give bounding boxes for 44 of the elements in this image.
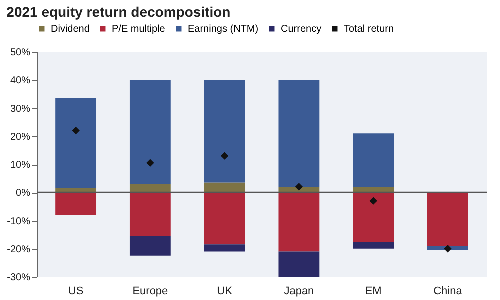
chart-title: 2021 equity return decomposition bbox=[6, 4, 231, 20]
bar bbox=[130, 192, 171, 236]
legend-label: Total return bbox=[344, 24, 394, 35]
bar bbox=[353, 192, 394, 242]
bar bbox=[130, 184, 171, 193]
x-tick-label: EM bbox=[365, 286, 382, 298]
y-tick-label: -10% bbox=[7, 216, 31, 228]
y-tick-label: 20% bbox=[10, 132, 31, 143]
point bbox=[444, 245, 452, 253]
point bbox=[295, 183, 304, 191]
point bbox=[146, 159, 154, 167]
x-tick-label: China bbox=[434, 286, 464, 298]
bar bbox=[278, 252, 320, 277]
x-tick-label: US bbox=[68, 286, 84, 298]
point bbox=[370, 197, 378, 205]
y-tick-label: 0% bbox=[16, 188, 31, 200]
bar bbox=[130, 236, 171, 256]
bar bbox=[56, 98, 97, 188]
bar bbox=[204, 244, 246, 252]
legend-label: P/E multiple bbox=[112, 24, 166, 35]
bar bbox=[56, 192, 97, 216]
legend-label: Dividend bbox=[51, 24, 90, 35]
x-tick-label: Europe bbox=[132, 286, 168, 298]
bar bbox=[204, 192, 246, 245]
bar bbox=[278, 80, 320, 187]
y-tick-label: 50% bbox=[10, 48, 31, 58]
y-tick-label: 30% bbox=[10, 104, 31, 115]
point bbox=[72, 126, 80, 135]
x-tick-label: Japan bbox=[284, 286, 314, 298]
bar bbox=[130, 80, 171, 184]
y-tick-label: 10% bbox=[10, 160, 31, 171]
y-tick-label: -30% bbox=[7, 272, 31, 284]
y-tick-label: -20% bbox=[7, 244, 31, 256]
bar bbox=[278, 192, 320, 252]
point bbox=[220, 152, 229, 160]
bar bbox=[204, 182, 246, 193]
bar bbox=[353, 242, 394, 249]
legend-label: Currency bbox=[281, 24, 322, 35]
bar bbox=[427, 192, 468, 246]
x-tick-label: UK bbox=[217, 286, 234, 298]
y-tick-label: 40% bbox=[10, 76, 31, 87]
legend-label: Earnings (NTM) bbox=[188, 24, 259, 35]
bar bbox=[204, 80, 246, 183]
bar bbox=[353, 134, 394, 187]
